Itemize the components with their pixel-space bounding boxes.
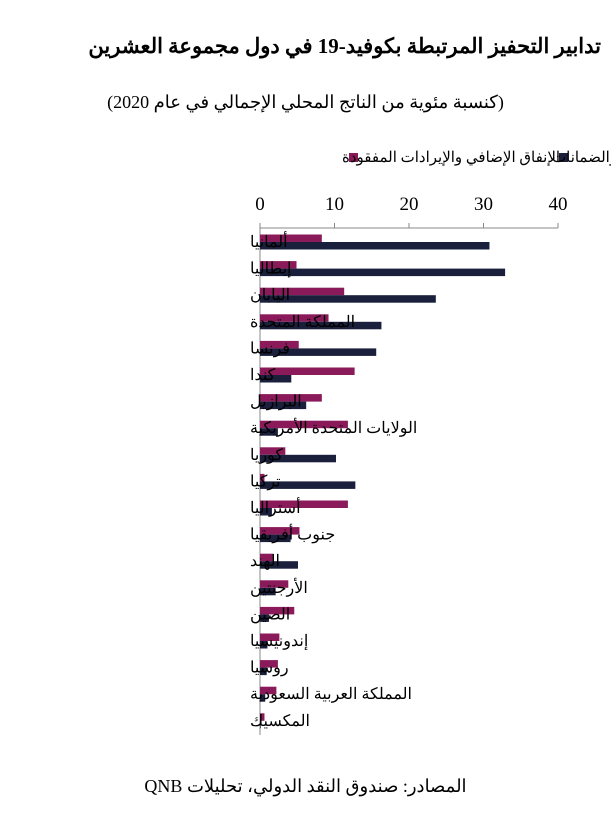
x-tick-label: 20 xyxy=(400,194,419,215)
bar-spending-revenue xyxy=(260,447,286,455)
legend-swatch-equity-loans xyxy=(559,153,568,162)
bar-equity-loans xyxy=(260,268,506,277)
bar-equity-loans xyxy=(260,454,336,463)
bar-equity-loans xyxy=(260,321,382,330)
x-tick-label: 10 xyxy=(325,194,344,215)
category-label: الهند xyxy=(250,553,280,570)
bar-spending-revenue xyxy=(260,420,348,429)
x-tick-label: 0 xyxy=(255,194,265,215)
bar-spending-revenue xyxy=(260,367,355,375)
category-label: المملكة المتحدة xyxy=(250,314,355,331)
bar-spending-revenue xyxy=(260,500,348,508)
category-label: المملكة العربية السعودية xyxy=(250,686,412,703)
category-label: كندا xyxy=(250,367,276,384)
bar-equity-loans xyxy=(260,428,278,436)
bar-equity-loans xyxy=(260,561,298,569)
x-tick-label: 30 xyxy=(474,194,493,215)
bar-spending-revenue xyxy=(260,553,273,562)
bar-spending-revenue xyxy=(260,473,265,482)
category-label: كوريا xyxy=(250,447,283,464)
bar-spending-revenue xyxy=(260,633,280,641)
bar-equity-loans xyxy=(260,614,269,622)
bar-equity-loans xyxy=(260,694,266,702)
category-label: الأرجنتين xyxy=(250,578,308,597)
category-label: فرنسا xyxy=(250,340,290,357)
bar-spending-revenue xyxy=(260,261,297,269)
source-note: المصادر: صندوق النقد الدولي، تحليلات QNB xyxy=(144,776,467,796)
category-label: روسيا xyxy=(250,660,289,677)
bar-spending-revenue xyxy=(260,394,322,402)
legend-swatch-spending-revenue xyxy=(349,153,358,162)
chart-subtitle: (كنسبة مئوية من الناتج المحلي الإجمالي ف… xyxy=(107,92,504,112)
category-label: إندونيسيا xyxy=(250,633,308,650)
bar-spending-revenue xyxy=(260,686,277,695)
bar-spending-revenue xyxy=(260,580,289,588)
bar-equity-loans xyxy=(260,295,436,303)
bar-equity-loans xyxy=(260,667,267,676)
bar-spending-revenue xyxy=(260,287,345,296)
category-label: الولايات المتحدة الأمريكية xyxy=(250,418,417,437)
category-label: الصين xyxy=(250,606,290,623)
bar-equity-loans xyxy=(260,508,272,516)
category-label: البرازيل xyxy=(250,394,302,411)
bar-equity-loans xyxy=(260,242,490,250)
bar-equity-loans xyxy=(260,534,291,543)
bar-equity-loans xyxy=(260,720,261,729)
legend-label-equity-loans: الأسهم والقروض والضمانات xyxy=(552,148,611,166)
bar-equity-loans xyxy=(260,401,307,410)
bar-equity-loans xyxy=(260,481,356,489)
category-label: أستراليا xyxy=(250,497,301,517)
bar-spending-revenue xyxy=(260,314,329,322)
bar-spending-revenue xyxy=(260,660,278,668)
legend-label-spending-revenue: الإنفاق الإضافي والإيرادات المفقودة xyxy=(342,150,560,166)
chart-title: تدابير التحفيز المرتبطة بكوفيد-19 في دول… xyxy=(88,34,601,58)
category-label: تركيا xyxy=(250,473,281,490)
category-label: اليابان xyxy=(250,287,290,304)
bar-equity-loans xyxy=(260,375,292,383)
bar-spending-revenue xyxy=(260,713,265,721)
category-label: ألمانيا xyxy=(250,231,288,251)
category-label: المكسيك xyxy=(250,713,310,730)
bar-spending-revenue xyxy=(260,234,322,242)
bar-spending-revenue xyxy=(260,527,300,535)
x-tick-label: 40 xyxy=(549,194,568,215)
category-label: جنوب أفريقيا xyxy=(250,524,335,544)
bar-equity-loans xyxy=(260,348,377,356)
bar-spending-revenue xyxy=(260,340,299,349)
category-label: إيطاليا xyxy=(250,261,291,278)
bar-spending-revenue xyxy=(260,606,295,615)
bar-equity-loans xyxy=(260,641,268,649)
bar-equity-loans xyxy=(260,587,276,596)
